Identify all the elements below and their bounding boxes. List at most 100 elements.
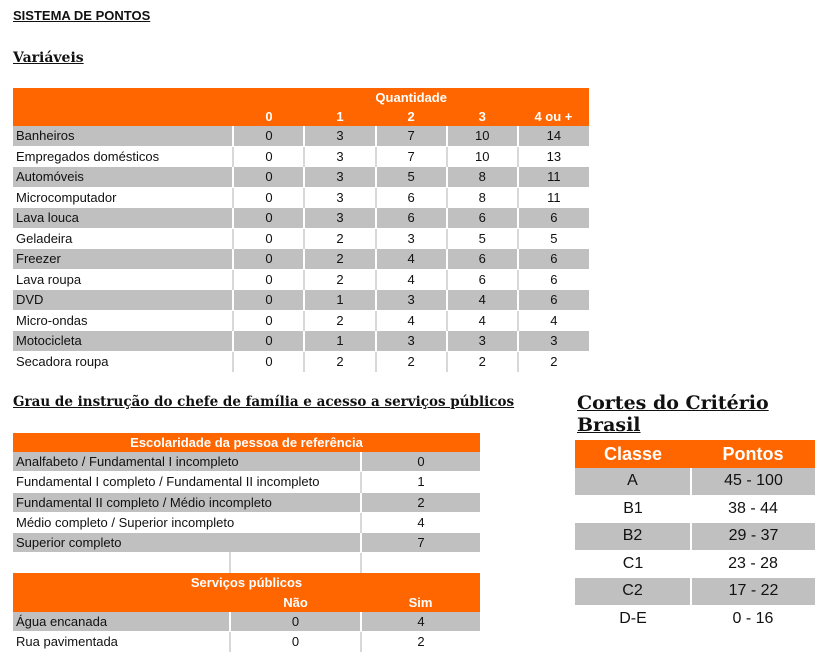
row-label: Microcomputador — [13, 187, 235, 208]
row-label: Micro-ondas — [13, 310, 235, 331]
column-header: 1 — [304, 107, 376, 126]
table-row: C2 17 - 22 — [575, 577, 815, 606]
row-value: 4 — [361, 512, 480, 533]
pontos-cell: 38 - 44 — [691, 495, 815, 523]
row-value: 0 — [233, 330, 306, 352]
row-value: 2 — [375, 351, 448, 372]
table-row: Fundamental I completo / Fundamental II … — [13, 471, 480, 493]
row-value: 2 — [361, 631, 480, 653]
row-value: 6 — [517, 269, 589, 290]
row-value: 4 — [375, 248, 448, 270]
row-label: Médio completo / Superior incompleto — [13, 512, 362, 533]
row-label: Superior completo — [13, 532, 362, 554]
row-value: 4 — [375, 310, 448, 331]
header-blank — [13, 88, 234, 107]
row-value: 13 — [517, 146, 589, 167]
servicos-header-row: Serviços públicos — [13, 572, 480, 593]
table-row: Rua pavimentada 0 2 — [13, 631, 480, 653]
row-value: 11 — [517, 187, 589, 208]
table-row: Freezer 0 2 4 6 6 — [13, 248, 589, 270]
pontos-cell: 23 - 28 — [691, 550, 815, 578]
row-value: 5 — [446, 228, 519, 249]
row-value: 4 — [517, 310, 589, 331]
row-value: 0 — [233, 289, 306, 311]
table-row: Superior completo 7 — [13, 532, 480, 554]
classe-cell: C2 — [575, 577, 692, 606]
row-value: 6 — [446, 207, 519, 229]
row-value: 4 — [361, 611, 480, 632]
row-value: 3 — [517, 330, 589, 352]
classe-cell: C1 — [575, 550, 691, 578]
row-label: Lava louca — [13, 207, 235, 229]
row-value: 0 — [233, 187, 306, 208]
row-label: Banheiros — [13, 126, 235, 147]
row-value: 6 — [517, 207, 589, 229]
row-label: Água encanada — [13, 611, 231, 632]
row-value: 6 — [446, 269, 519, 290]
servicos-header: Serviços públicos — [13, 572, 480, 593]
column-header: Sim — [361, 592, 480, 612]
classe-cell: B2 — [575, 522, 692, 551]
row-value: 0 — [233, 248, 306, 270]
table-row: Automóveis 0 3 5 8 11 — [13, 166, 589, 188]
escolaridade-servicos-table: Escolaridade da pessoa de referência Anal… — [13, 433, 480, 653]
table-row: Empregados domésticos 0 3 7 10 13 — [13, 146, 589, 167]
cortes-table: Classe Pontos A 45 - 100 B1 38 - 44 B2 29 - 37 C… — [575, 440, 815, 633]
row-value: 0 — [233, 228, 306, 249]
row-value: 3 — [304, 166, 377, 188]
header-row: Classe Pontos — [575, 440, 815, 468]
classe-cell: A — [575, 468, 692, 496]
column-header: 3 — [446, 107, 518, 126]
escolaridade-header-row: Escolaridade da pessoa de referência — [13, 433, 480, 453]
table-row: Motocicleta 0 1 3 3 3 — [13, 330, 589, 352]
header-row: Quantidade — [13, 88, 589, 107]
row-value: 0 — [233, 166, 306, 188]
pontos-cell: 29 - 37 — [691, 522, 815, 551]
page-title: SISTEMA DE PONTOS — [13, 8, 151, 23]
table-row: B2 29 - 37 — [575, 522, 815, 551]
row-value: 5 — [375, 166, 448, 188]
row-label: Rua pavimentada — [13, 631, 231, 653]
row-value: 6 — [375, 187, 448, 208]
row-value: 2 — [304, 269, 377, 290]
column-header: 2 — [375, 107, 447, 126]
table-row: B1 38 - 44 — [575, 495, 815, 523]
empty-cell — [13, 552, 231, 574]
row-value: 4 — [446, 310, 519, 331]
classe-cell: B1 — [575, 495, 691, 523]
row-value: 6 — [517, 289, 589, 311]
table-row: Micro-ondas 0 2 4 4 4 — [13, 310, 589, 331]
grau-heading: Grau de instrução do chefe de família e … — [13, 394, 515, 410]
pontos-cell: 45 - 100 — [691, 468, 815, 496]
row-value: 4 — [446, 289, 519, 311]
row-label: Secadora roupa — [13, 351, 235, 372]
table-row: Banheiros 0 3 7 10 14 — [13, 126, 589, 147]
row-value: 7 — [375, 146, 448, 167]
table-row: Secadora roupa 0 2 2 2 2 — [13, 351, 589, 372]
row-value: 1 — [304, 330, 377, 352]
row-value: 0 — [233, 146, 306, 167]
header-blank — [13, 592, 230, 612]
row-value: 7 — [361, 532, 480, 554]
pontos-cell: 0 - 16 — [691, 605, 815, 633]
row-value: 3 — [304, 207, 377, 229]
row-label: Lava roupa — [13, 269, 235, 290]
variaveis-table: Quantidade 0 1 2 3 4 ou + Banheiros 0 3 7 10 14 Empr… — [13, 88, 589, 372]
row-value: 0 — [361, 452, 480, 473]
table-row: DVD 0 1 3 4 6 — [13, 289, 589, 311]
pontos-cell: 17 - 22 — [691, 577, 815, 606]
classe-cell: D-E — [575, 605, 691, 633]
row-value: 6 — [517, 248, 589, 270]
row-value: 1 — [304, 289, 377, 311]
row-value: 2 — [361, 492, 480, 513]
row-value: 14 — [517, 126, 589, 147]
servicos-column-row: Não Sim — [13, 592, 480, 612]
column-header: 4 ou + — [517, 107, 589, 126]
row-value: 8 — [446, 187, 519, 208]
row-value: 2 — [446, 351, 519, 372]
table-row: C1 23 - 28 — [575, 550, 815, 578]
column-header: Classe — [575, 440, 691, 468]
row-value: 2 — [517, 351, 589, 372]
row-label: DVD — [13, 289, 235, 311]
table-row: Microcomputador 0 3 6 8 11 — [13, 187, 589, 208]
